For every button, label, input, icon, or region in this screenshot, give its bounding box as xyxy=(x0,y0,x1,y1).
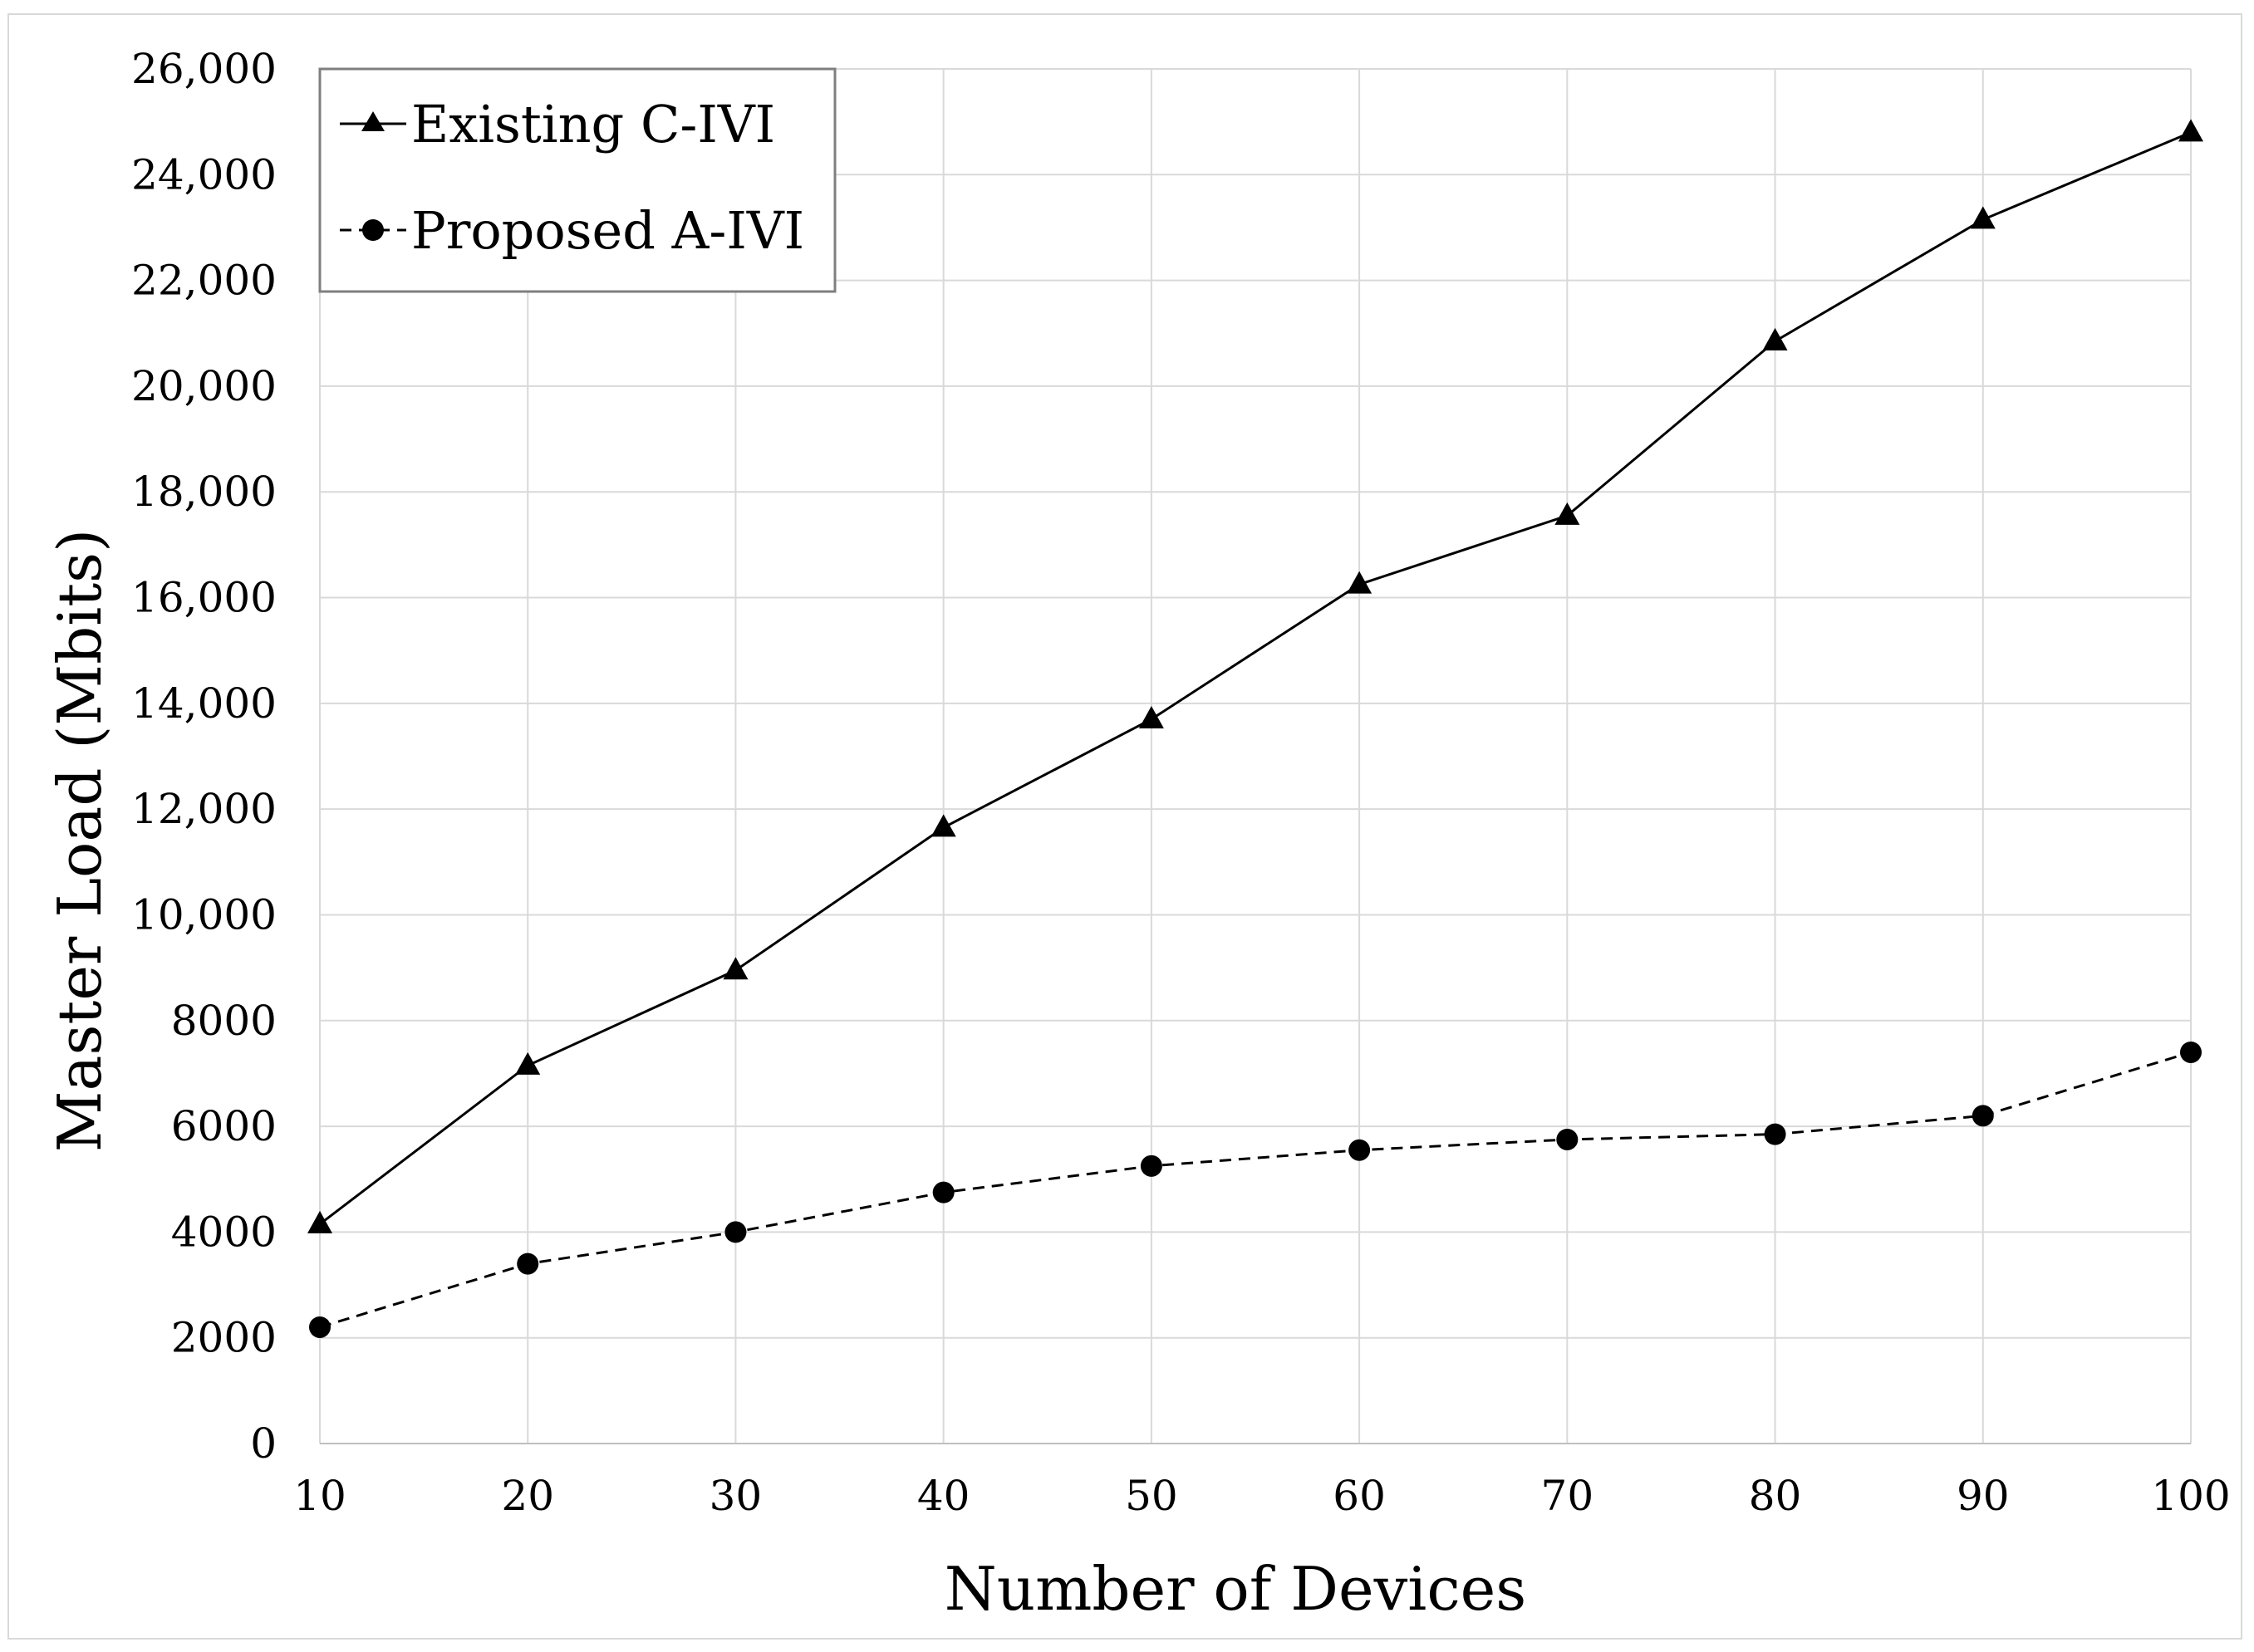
data-point-proposed-a-ivi xyxy=(724,1221,747,1243)
data-point-existing-c-ivi xyxy=(307,1210,332,1233)
data-point-existing-c-ivi xyxy=(1554,502,1580,525)
data-point-proposed-a-ivi xyxy=(1556,1128,1579,1150)
x-tick-label: 30 xyxy=(710,1472,763,1520)
x-tick-label: 50 xyxy=(1125,1472,1178,1520)
y-tick-label: 0 xyxy=(250,1419,277,1468)
y-tick-label: 10,000 xyxy=(131,890,277,939)
line-chart: 0 2000 4000 6000 8000 10,000 12,000 14,000 16,00… xyxy=(45,45,2231,1624)
data-point-existing-c-ivi xyxy=(1762,327,1788,350)
data-point-proposed-a-ivi xyxy=(1972,1105,1994,1127)
data-point-proposed-a-ivi xyxy=(517,1252,539,1275)
series-line-proposed-a-ivi xyxy=(319,1051,2192,1329)
y-tick-label: 22,000 xyxy=(131,257,277,305)
y-tick-label: 12,000 xyxy=(131,785,277,833)
x-tick-label: 60 xyxy=(1333,1472,1386,1520)
series-line-existing-c-ivi xyxy=(319,131,2192,1226)
x-tick-label: 100 xyxy=(2151,1472,2230,1520)
x-tick-label: 90 xyxy=(1957,1472,2010,1520)
data-point-proposed-a-ivi xyxy=(932,1181,955,1203)
x-tick-label: 80 xyxy=(1749,1472,1802,1520)
data-point-proposed-a-ivi xyxy=(1348,1139,1371,1161)
legend-label-proposed-a-ivi: Proposed A-IVI xyxy=(411,200,804,261)
data-point-existing-c-ivi xyxy=(1970,206,1996,229)
y-tick-label: 26,000 xyxy=(131,45,277,93)
y-tick-label: 4000 xyxy=(171,1208,277,1256)
chart-frame: 0 2000 4000 6000 8000 10,000 12,000 14,000 16,00… xyxy=(7,13,2242,1640)
x-tick-label: 70 xyxy=(1541,1472,1594,1520)
data-point-existing-c-ivi xyxy=(515,1051,541,1075)
y-tick-label: 24,000 xyxy=(131,150,277,199)
data-point-proposed-a-ivi xyxy=(1764,1123,1786,1145)
data-point-existing-c-ivi xyxy=(1138,705,1164,728)
legend-marker-triangle xyxy=(361,111,385,131)
y-tick-label: 14,000 xyxy=(131,679,277,728)
y-tick-label: 6000 xyxy=(171,1102,277,1150)
legend-marker-circle xyxy=(362,219,384,241)
data-point-existing-c-ivi xyxy=(2178,119,2203,142)
y-tick-label: 18,000 xyxy=(131,468,277,516)
x-axis-title: Number of Devices xyxy=(945,1554,1526,1624)
data-point-existing-c-ivi xyxy=(723,957,749,980)
legend: Existing C-IVI Proposed A-IVI xyxy=(318,67,837,293)
data-point-proposed-a-ivi xyxy=(1140,1154,1162,1177)
legend-item-proposed-a-ivi: Proposed A-IVI xyxy=(340,200,804,261)
x-tick-label: 40 xyxy=(917,1472,970,1520)
data-point-proposed-a-ivi xyxy=(2180,1041,2202,1063)
y-tick-label: 8000 xyxy=(171,997,277,1045)
x-tick-label: 10 xyxy=(293,1472,346,1520)
legend-label-existing-c-ivi: Existing C-IVI xyxy=(411,94,775,154)
y-axis-title: Master Load (Mbits) xyxy=(45,529,115,1152)
data-point-proposed-a-ivi xyxy=(309,1316,331,1338)
y-tick-label: 16,000 xyxy=(131,574,277,622)
legend-item-existing-c-ivi: Existing C-IVI xyxy=(340,94,775,154)
legend-box xyxy=(318,67,837,293)
data-point-existing-c-ivi xyxy=(931,814,956,837)
series-group xyxy=(307,119,2203,1338)
series-existing-c-ivi xyxy=(307,119,2203,1233)
x-tick-label: 20 xyxy=(501,1472,554,1520)
y-tick-label: 20,000 xyxy=(131,362,277,410)
axes: 0 2000 4000 6000 8000 10,000 12,000 14,000 16,00… xyxy=(131,45,2231,1520)
data-point-existing-c-ivi xyxy=(1347,571,1373,594)
series-proposed-a-ivi xyxy=(309,1041,2202,1338)
y-tick-label: 2000 xyxy=(171,1314,277,1362)
